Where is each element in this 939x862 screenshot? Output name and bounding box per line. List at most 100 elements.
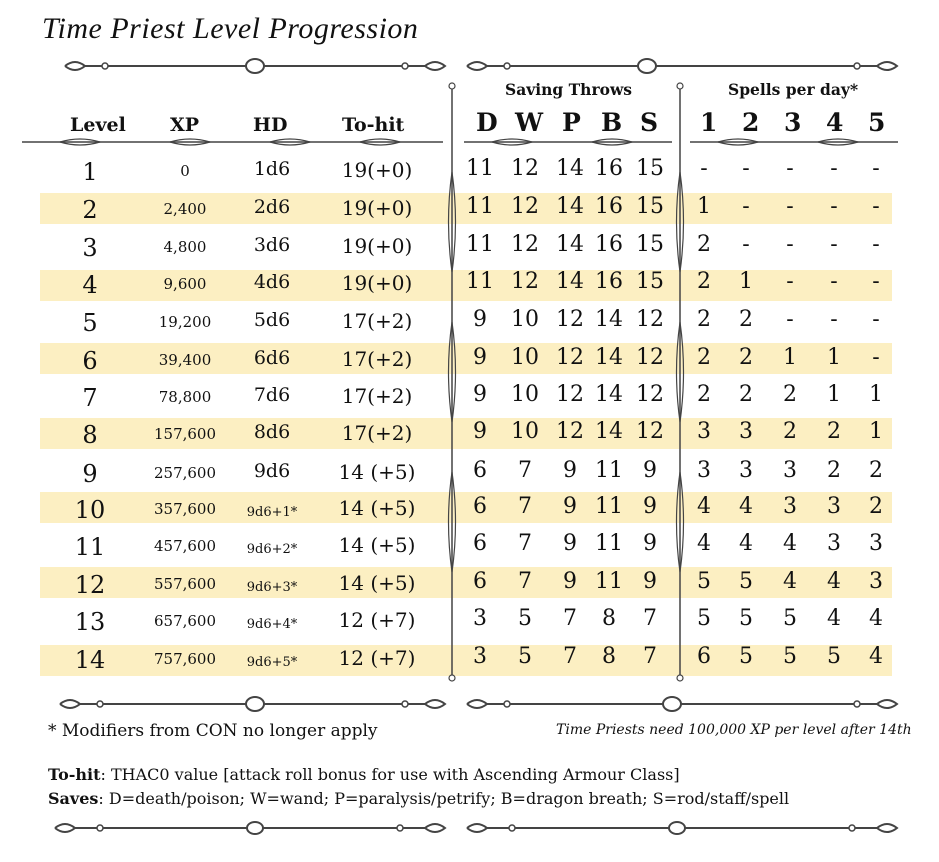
saving-throws-header: Saving Throws (505, 80, 633, 99)
row-6-spell-4: 1 (827, 345, 841, 370)
row-9-spell-5: 2 (869, 458, 883, 483)
header-ornament-right (466, 58, 899, 74)
row-10-tohit: 14 (+5) (338, 496, 416, 520)
row-11-save-w: 7 (518, 531, 532, 556)
row-14-level: 14 (74, 646, 106, 674)
row-11-tohit: 14 (+5) (338, 533, 416, 557)
row-band-6 (40, 343, 892, 374)
row-14-save-w: 5 (518, 644, 532, 669)
row-6-save-d: 9 (473, 345, 487, 370)
row-3-save-b: 16 (595, 232, 623, 257)
row-10-save-w: 7 (518, 494, 532, 519)
row-14-spell-5: 4 (869, 644, 883, 669)
row-14-xp: 757,600 (153, 650, 217, 668)
row-7-spell-3: 2 (783, 382, 797, 407)
row-7-save-p: 12 (556, 382, 584, 407)
row-8-spell-3: 2 (783, 419, 797, 444)
row-14-spell-2: 5 (739, 644, 753, 669)
row-2-spell-1: 1 (697, 194, 711, 219)
row-11-hd: 9d6+2* (246, 542, 298, 557)
header-underline-spells (690, 138, 898, 146)
legend-tohit-label: To-hit (48, 765, 101, 784)
row-9-spell-2: 3 (739, 458, 753, 483)
row-8-save-w: 10 (511, 419, 539, 444)
row-1-save-s: 15 (636, 156, 664, 181)
row-12-xp: 557,600 (153, 575, 217, 593)
row-10-save-b: 11 (595, 494, 623, 519)
row-7-spell-4: 1 (827, 382, 841, 407)
row-11-level: 11 (74, 533, 106, 561)
legend-saves: Saves: D=death/poison; W=wand; P=paralys… (48, 789, 789, 808)
row-2-xp: 2,400 (163, 200, 207, 218)
row-9-level: 9 (82, 460, 98, 488)
row-8-spell-1: 3 (697, 419, 711, 444)
row-1-spell-3: - (786, 156, 794, 181)
row-4-save-b: 16 (595, 269, 623, 294)
save-header-s: S (640, 108, 659, 137)
footnote-right: Time Priests need 100,000 XP per level a… (556, 722, 912, 738)
row-2-spell-3: - (786, 194, 794, 219)
row-4-spell-2: 1 (739, 269, 753, 294)
row-1-save-d: 11 (466, 156, 494, 181)
row-6-xp: 39,400 (158, 351, 212, 369)
row-7-xp: 78,800 (158, 388, 212, 406)
row-11-spell-5: 3 (869, 531, 883, 556)
row-5-spell-3: - (786, 307, 794, 332)
row-1-save-p: 14 (556, 156, 584, 181)
header-underline-left (22, 138, 443, 146)
row-3-spell-3: - (786, 232, 794, 257)
row-7-save-d: 9 (473, 382, 487, 407)
row-13-save-p: 7 (563, 606, 577, 631)
row-7-save-w: 10 (511, 382, 539, 407)
row-6-spell-5: - (872, 345, 880, 370)
row-1-spell-5: - (872, 156, 880, 181)
row-12-save-s: 9 (643, 569, 657, 594)
legend-tohit: To-hit: THAC0 value [attack roll bonus f… (48, 765, 680, 784)
row-12-tohit: 14 (+5) (338, 571, 416, 595)
row-8-hd: 8d6 (253, 421, 291, 443)
row-4-level: 4 (82, 271, 98, 299)
row-10-spell-4: 3 (827, 494, 841, 519)
row-6-spell-1: 2 (697, 345, 711, 370)
row-8-spell-4: 2 (827, 419, 841, 444)
legend-tohit-text: : THAC0 value [attack roll bonus for use… (100, 765, 680, 784)
row-8-save-s: 12 (636, 419, 664, 444)
row-4-tohit: 19(+0) (341, 271, 413, 295)
row-3-save-p: 14 (556, 232, 584, 257)
row-14-spell-3: 5 (783, 644, 797, 669)
row-band-8 (40, 418, 892, 449)
row-11-xp: 457,600 (153, 537, 217, 555)
row-13-spell-1: 5 (697, 606, 711, 631)
row-band-2 (40, 193, 892, 224)
row-7-save-b: 14 (595, 382, 623, 407)
row-5-level: 5 (82, 309, 98, 337)
row-10-spell-3: 3 (783, 494, 797, 519)
row-3-hd: 3d6 (253, 234, 291, 256)
row-2-save-b: 16 (595, 194, 623, 219)
row-13-tohit: 12 (+7) (338, 608, 416, 632)
row-5-spell-1: 2 (697, 307, 711, 332)
row-4-spell-4: - (830, 269, 838, 294)
page-bottom-ornament-left (54, 821, 447, 835)
row-9-spell-3: 3 (783, 458, 797, 483)
row-11-spell-2: 4 (739, 531, 753, 556)
row-5-xp: 19,200 (158, 313, 212, 331)
row-8-save-p: 12 (556, 419, 584, 444)
row-11-save-b: 11 (595, 531, 623, 556)
row-9-save-d: 6 (473, 458, 487, 483)
row-3-tohit: 19(+0) (341, 234, 413, 258)
row-13-save-b: 8 (602, 606, 616, 631)
row-3-spell-2: - (742, 232, 750, 257)
row-13-spell-5: 4 (869, 606, 883, 631)
row-1-hd: 1d6 (253, 158, 291, 180)
row-7-spell-1: 2 (697, 382, 711, 407)
row-6-save-w: 10 (511, 345, 539, 370)
row-3-save-d: 11 (466, 232, 494, 257)
row-14-save-s: 7 (643, 644, 657, 669)
row-13-level: 13 (74, 608, 106, 636)
row-1-save-b: 16 (595, 156, 623, 181)
row-9-hd: 9d6 (253, 460, 291, 482)
spell-header-2: 2 (742, 108, 760, 137)
row-5-save-b: 14 (595, 307, 623, 332)
xp-header: XP (170, 114, 200, 136)
